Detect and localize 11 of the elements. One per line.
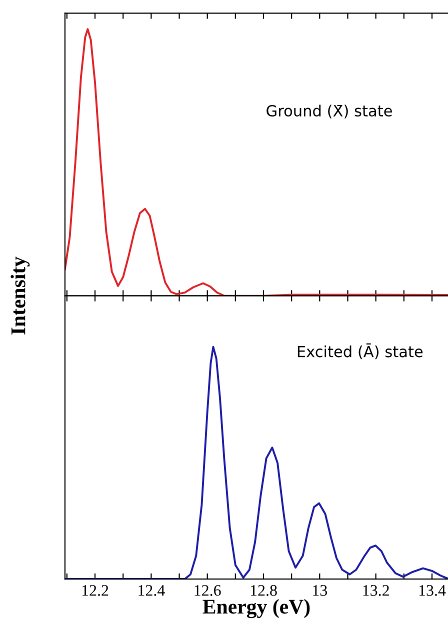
annotation: Excited (Ā) state (298, 343, 423, 360)
x-tick-label: 13.4 (419, 585, 446, 596)
x-tick-label: 12.2 (82, 585, 108, 596)
y-axis-title: Intensity (10, 256, 30, 334)
x-tick-label: 13.2 (363, 585, 389, 596)
x-tick-label: 13 (313, 585, 328, 596)
x-axis-title: Energy (eV) (202, 599, 310, 618)
x-tick-label: 12.4 (138, 585, 165, 596)
x-tick-label: 12.6 (194, 585, 221, 596)
annotation: Ground (X̄) state (266, 104, 392, 118)
x-tick-label: 12.8 (250, 585, 277, 596)
